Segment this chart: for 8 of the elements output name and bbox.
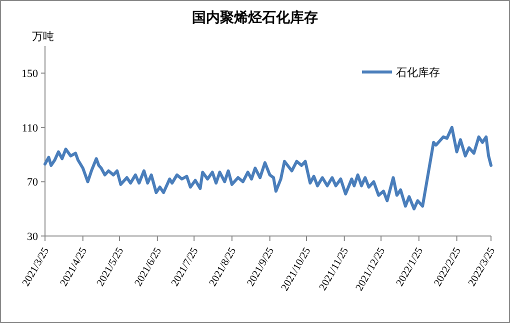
legend-label: 石化库存 [396, 66, 440, 79]
y-tick-label: 110 [22, 122, 38, 134]
chart-title: 国内聚烯烃石化库存 [192, 9, 318, 26]
y-axis-title: 万吨 [32, 30, 54, 43]
y-tick-label: 70 [27, 176, 38, 189]
line-series [44, 126, 492, 210]
y-tick-label: 30 [27, 231, 38, 243]
y-tick-label: 150 [22, 68, 38, 80]
